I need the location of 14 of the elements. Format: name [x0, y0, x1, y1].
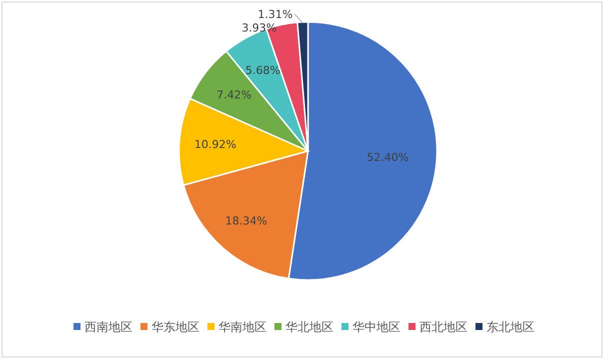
legend-label: 西北地区	[420, 320, 468, 334]
data-label: 18.34%	[225, 214, 268, 228]
legend-label: 华南地区	[218, 320, 266, 334]
legend-label: 西南地区	[84, 320, 132, 334]
legend-label: 华东地区	[152, 320, 200, 334]
legend-label: 东北地区	[486, 320, 534, 334]
legend-label: 华中地区	[352, 320, 400, 334]
data-label: 5.68%	[245, 64, 280, 77]
data-label: 7.42%	[216, 88, 252, 102]
data-label: 3.93%	[242, 22, 277, 35]
legend-label: 华北地区	[286, 320, 334, 334]
data-label: 10.92%	[194, 138, 236, 152]
data-label: 1.31%	[258, 8, 293, 21]
data-label: 52.40%	[366, 151, 409, 164]
